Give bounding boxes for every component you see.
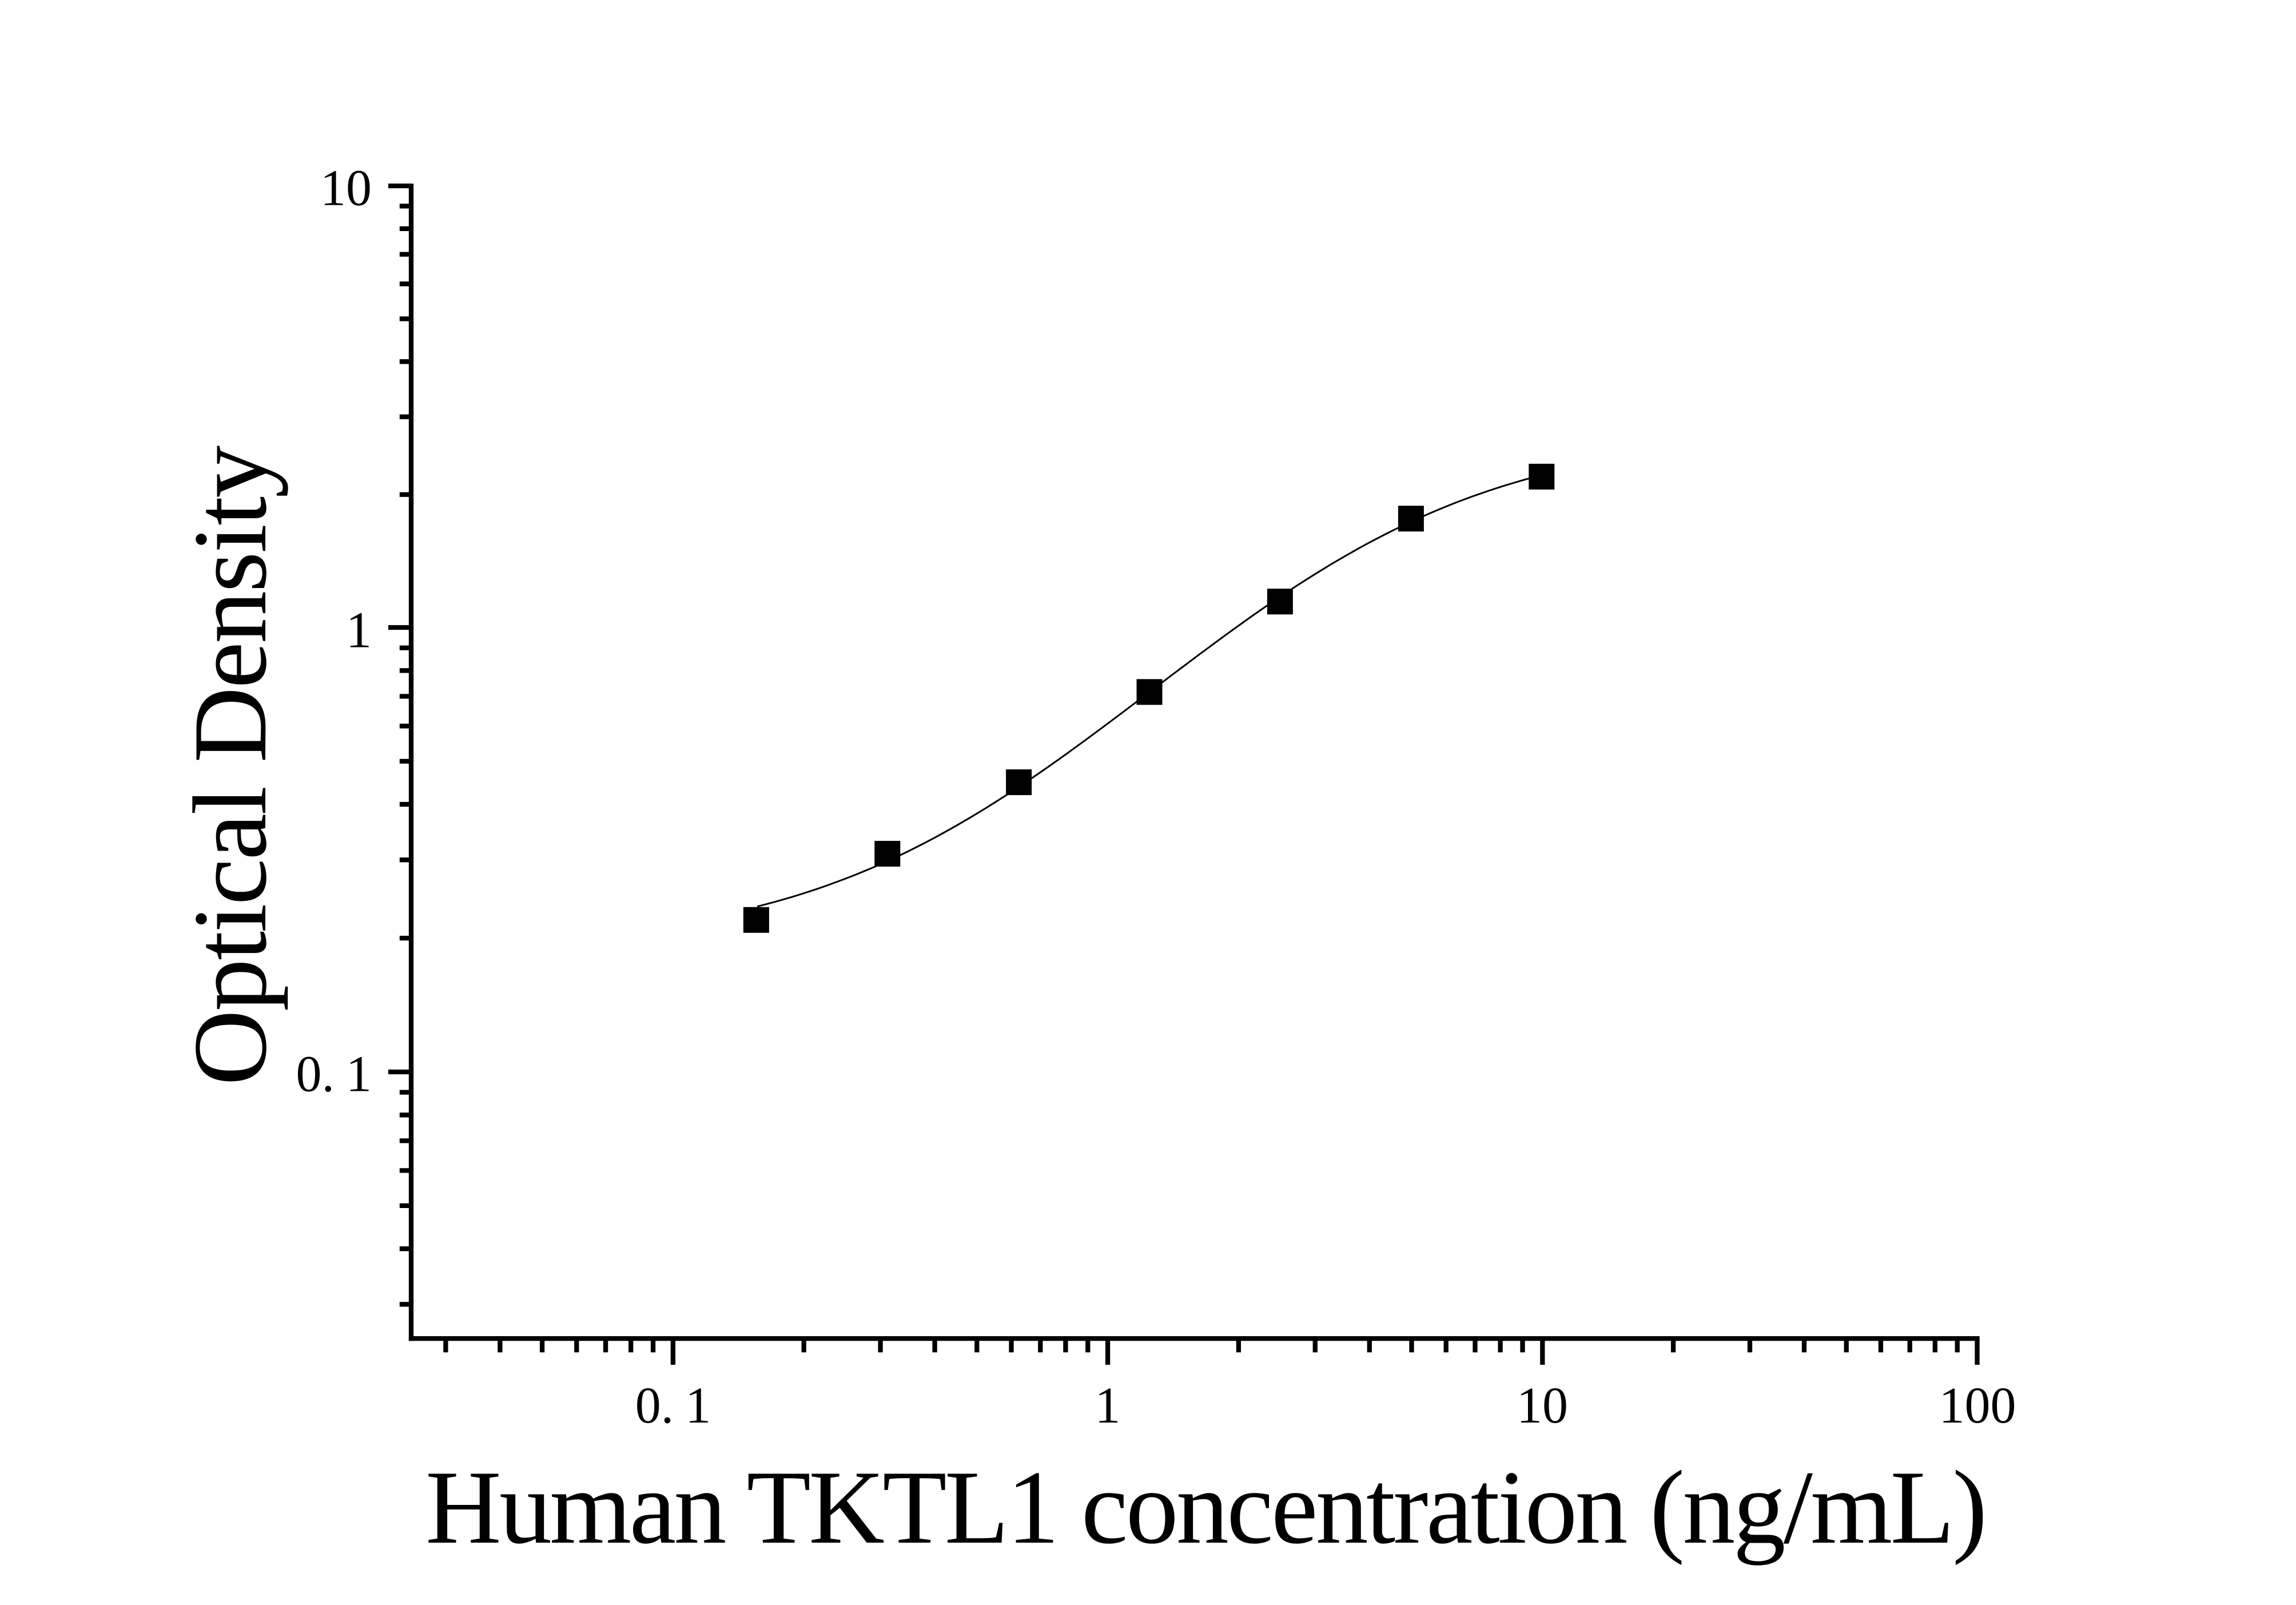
svg-text:Optical Density: Optical Density <box>172 446 288 1086</box>
svg-text:0.1: 0. 1 <box>296 1046 372 1103</box>
svg-text:Human TKTL1 concentration (ng/: Human TKTL1 concentration (ng/mL) <box>425 1449 1985 1566</box>
svg-text:1: 1 <box>346 602 372 659</box>
svg-text:100: 100 <box>1939 1377 2016 1434</box>
svg-text:10: 10 <box>320 160 372 217</box>
svg-text:10: 10 <box>1517 1377 1568 1434</box>
svg-text:0.1: 0. 1 <box>635 1377 711 1434</box>
svg-text:1: 1 <box>1095 1377 1121 1434</box>
